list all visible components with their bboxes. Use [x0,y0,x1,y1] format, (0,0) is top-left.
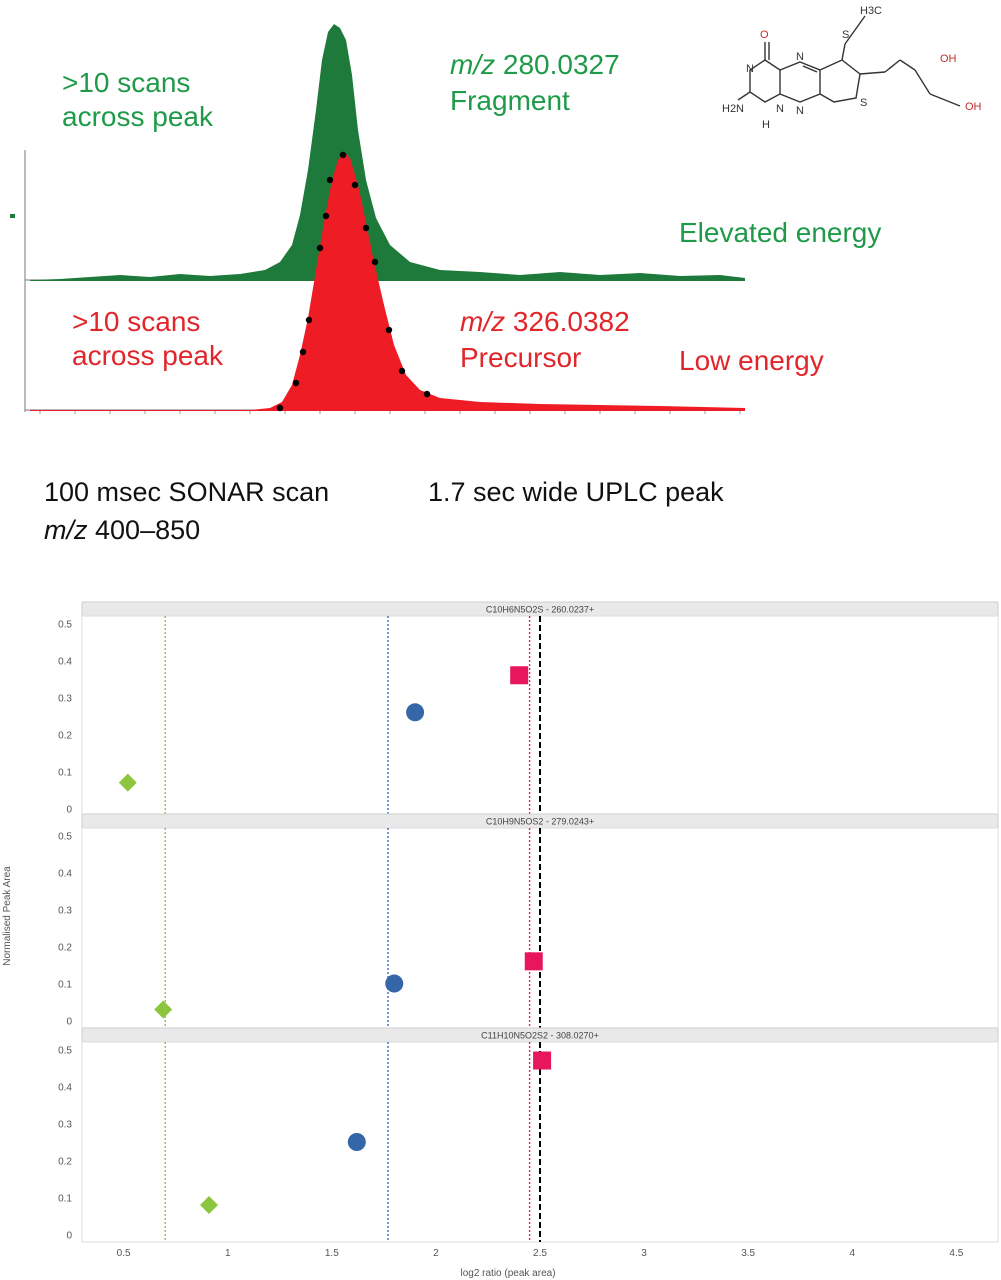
atom-n1: N [746,63,754,75]
y-tick-label: 0 [66,1231,72,1242]
fragment-name: Fragment [450,85,570,116]
x-tick-label: 2 [433,1248,439,1259]
chromatogram-graphic [10,24,745,414]
data-point-diamond [154,1000,173,1019]
peak-info-text: 1.7 sec wide UPLC peak [428,477,724,507]
y-tick-label: 0.3 [58,693,72,704]
precursor-mz-prefix: m/z [460,306,506,337]
x-tick-label: 0.5 [117,1248,131,1259]
fragment-mz-label: m/z 280.0327 [450,48,620,82]
fragment-mz-prefix: m/z [450,49,496,80]
y-tick-label: 0.5 [58,1045,72,1056]
y-axis-label: Normalised Peak Area [2,866,13,966]
precursor-mz-value: 326.0382 [512,306,630,337]
atom-n4: N [796,105,804,117]
data-point-circle [347,1133,366,1151]
x-tick-label: 4.5 [949,1248,963,1259]
x-tick-label: 3 [641,1248,647,1259]
left-marker [10,214,15,218]
x-tick-label: 1.5 [325,1248,339,1259]
data-point-diamond [118,773,137,792]
atom-s1: S [860,97,867,109]
range-prefix: m/z [44,515,88,545]
x-tick-label: 4 [849,1248,855,1259]
scan-dots [276,151,431,412]
fragment-mz-value: 280.0327 [502,49,620,80]
scatter-chart: C10H6N5O2S - 260.0237+ 0 0.1 0.2 0.3 0.4 0.5 C1… [2,601,999,1279]
precursor-name: Precursor [460,342,582,373]
data-point-circle [385,974,404,993]
atom-oh1: OH [940,53,957,65]
atom-h3c: H3C [860,5,882,17]
data-point-diamond [199,1195,218,1214]
y-tick-label: 0.2 [58,943,72,954]
x-axis-label: log2 ratio (peak area) [460,1268,555,1279]
atom-n3: N [776,103,784,115]
atom-h: H [762,119,770,131]
low-energy-label: Low energy [679,345,824,376]
precursor-scans-label: >10 scans across peak [72,306,223,371]
data-point-circle [406,703,425,722]
y-tick-label: 0.4 [58,1082,72,1093]
y-tick-label: 0 [66,805,72,816]
data-point-square [533,1051,552,1070]
y-tick-label: 0.2 [58,731,72,742]
panel-title: C11H10N5O2S2 - 308.0270+ [481,1031,599,1041]
elevated-energy-label: Elevated energy [679,217,882,248]
y-tick-label: 0.1 [58,980,72,991]
atom-o: O [760,29,769,41]
y-tick-label: 0.3 [58,1119,72,1130]
panel-title: C10H9N5OS2 - 279.0243+ [486,817,594,827]
y-tick-label: 0 [66,1017,72,1028]
x-tick-label: 2.5 [533,1248,547,1259]
fragment-peak-area [30,24,745,281]
panel-title: C10H6N5O2S - 260.0237+ [486,605,594,615]
precursor-peak-area [30,152,745,411]
atom-oh2: OH [965,101,982,113]
range-info-text: m/z 400–850 [44,514,200,546]
y-tick-label: 0.3 [58,905,72,916]
data-point-square [524,952,543,971]
atom-s2: S [842,29,849,41]
y-tick-label: 0.1 [58,1194,72,1205]
molecule-structure: O N N H2N N H N S S H3C OH OH [722,5,982,131]
precursor-mz-label: m/z 326.0382 [460,305,630,339]
y-tick-label: 0.1 [58,768,72,779]
range-value: 400–850 [95,515,201,545]
data-point-square [510,666,529,685]
fragment-scans-label: >10 scans across peak [62,67,213,132]
atom-h2n: H2N [722,103,744,115]
y-tick-label: 0.5 [58,831,72,842]
y-tick-label: 0.4 [58,868,72,879]
x-tick-label: 1 [225,1248,231,1259]
atom-n2: N [796,51,804,63]
y-tick-label: 0.4 [58,656,72,667]
scan-info-text: 100 msec SONAR scan [44,477,330,507]
x-tick-label: 3.5 [741,1248,755,1259]
y-tick-label: 0.5 [58,619,72,630]
y-tick-label: 0.2 [58,1157,72,1168]
